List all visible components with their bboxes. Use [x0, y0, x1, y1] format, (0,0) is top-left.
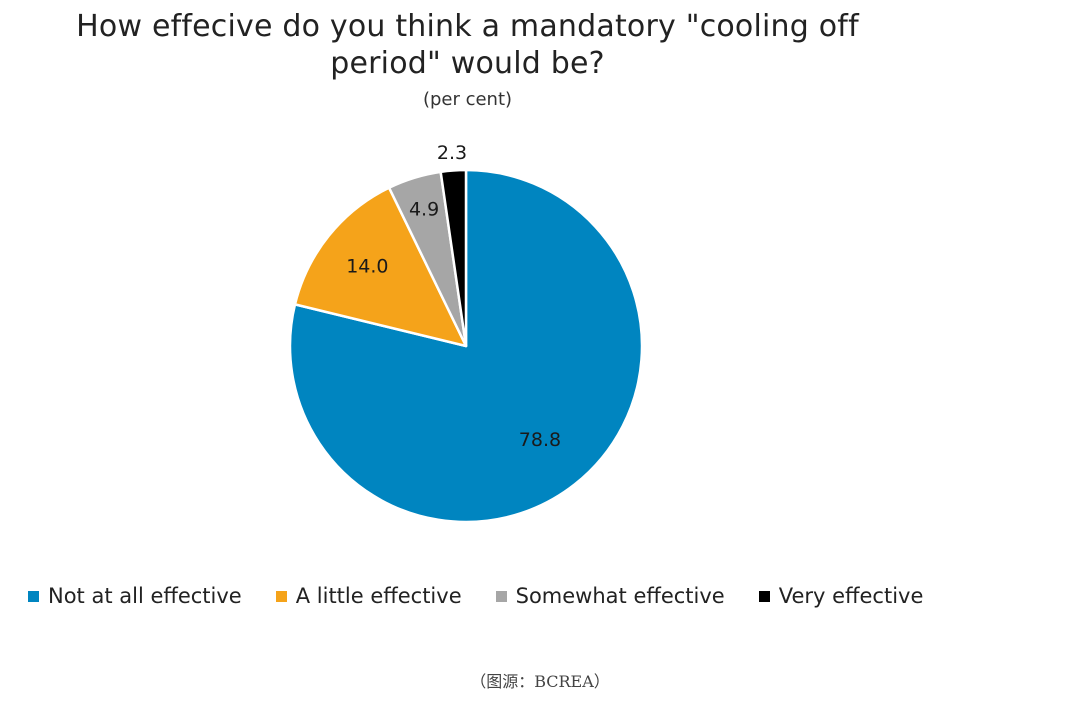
chart-title-line2: period" would be?	[330, 46, 605, 81]
legend-label: Somewhat effective	[515, 584, 725, 608]
legend-item: Not at all effective	[28, 584, 242, 608]
chart-subtitle: (per cent)	[422, 89, 513, 110]
legend-label: Not at all effective	[48, 584, 242, 608]
legend-swatch-a-little	[275, 590, 287, 602]
data-label: 2.3	[437, 142, 467, 164]
pie-slices	[288, 168, 644, 524]
legend: Not at all effective A little effective …	[28, 584, 957, 608]
data-label: 78.8	[519, 429, 561, 451]
pie-labels: 78.8 14.0 4.9 2.3	[346, 142, 561, 451]
pie-slice-very-effective	[439, 168, 468, 348]
legend-item: Somewhat effective	[495, 584, 725, 608]
source-caption: （图源：BCREA）	[470, 672, 610, 691]
legend-swatch-not-at-all	[28, 590, 39, 602]
chart-title: How effecive do you think a mandatory "c…	[0, 8, 935, 82]
data-label: 14.0	[346, 255, 388, 277]
legend-swatch-somewhat	[495, 590, 507, 602]
legend-item: A little effective	[275, 584, 462, 608]
data-label: 4.9	[409, 199, 439, 221]
legend-swatch-very	[758, 590, 770, 602]
pie-chart: 78.8 14.0 4.9 2.3	[288, 142, 644, 524]
legend-label: Very effective	[778, 584, 924, 608]
pie-slice-a-little-effective	[293, 186, 468, 348]
chart-title-line1: How effecive do you think a mandatory "c…	[76, 9, 859, 44]
legend-label: A little effective	[295, 584, 462, 608]
legend-item: Very effective	[758, 584, 924, 608]
